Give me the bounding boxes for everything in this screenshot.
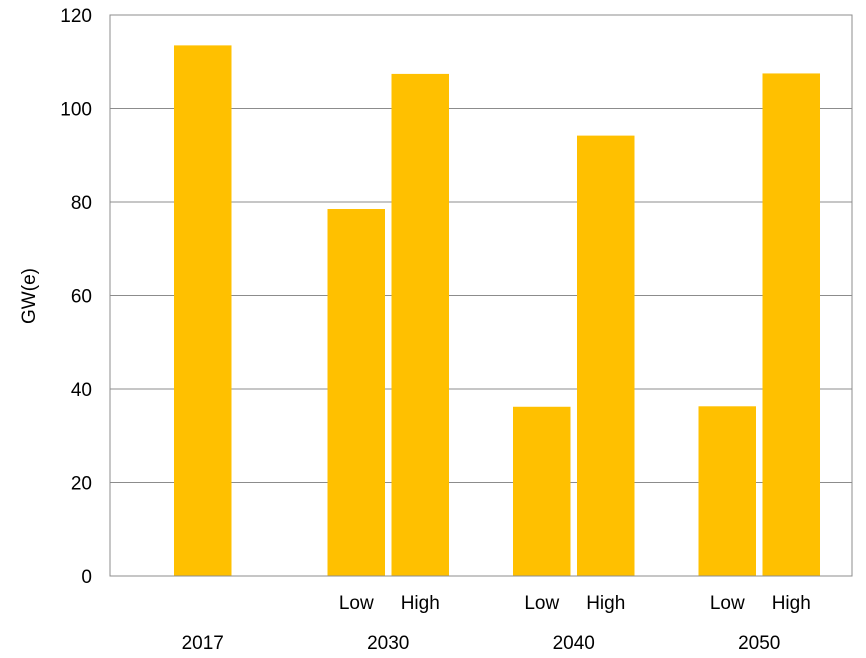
y-tick-label: 120 bbox=[60, 6, 92, 27]
bar bbox=[391, 73, 450, 576]
y-axis-title: GW(e) bbox=[19, 268, 40, 324]
bar-sublabel: High bbox=[401, 593, 440, 614]
y-tick-label: 60 bbox=[71, 287, 92, 308]
y-tick-label: 100 bbox=[60, 100, 92, 121]
bar-sublabel: High bbox=[586, 593, 625, 614]
y-tick-label: 0 bbox=[81, 567, 92, 588]
bar bbox=[576, 135, 635, 577]
x-category-label: 2040 bbox=[553, 633, 595, 654]
bar-sublabel: Low bbox=[339, 593, 374, 614]
y-tick-label: 40 bbox=[71, 380, 92, 401]
x-category-label: 2050 bbox=[738, 633, 780, 654]
y-tick-label: 20 bbox=[71, 474, 92, 495]
bar bbox=[698, 406, 757, 576]
y-tick-label: 80 bbox=[71, 193, 92, 214]
bar-sublabel: Low bbox=[710, 593, 745, 614]
x-category-label: 2017 bbox=[182, 633, 224, 654]
bar-sublabel: Low bbox=[524, 593, 559, 614]
bar-sublabel: High bbox=[772, 593, 811, 614]
bars bbox=[173, 45, 821, 577]
bar bbox=[762, 73, 821, 576]
bar bbox=[173, 45, 232, 576]
bar bbox=[327, 209, 386, 576]
x-category-label: 2030 bbox=[367, 633, 409, 654]
bar bbox=[512, 406, 571, 576]
plot-frame bbox=[109, 14, 853, 577]
